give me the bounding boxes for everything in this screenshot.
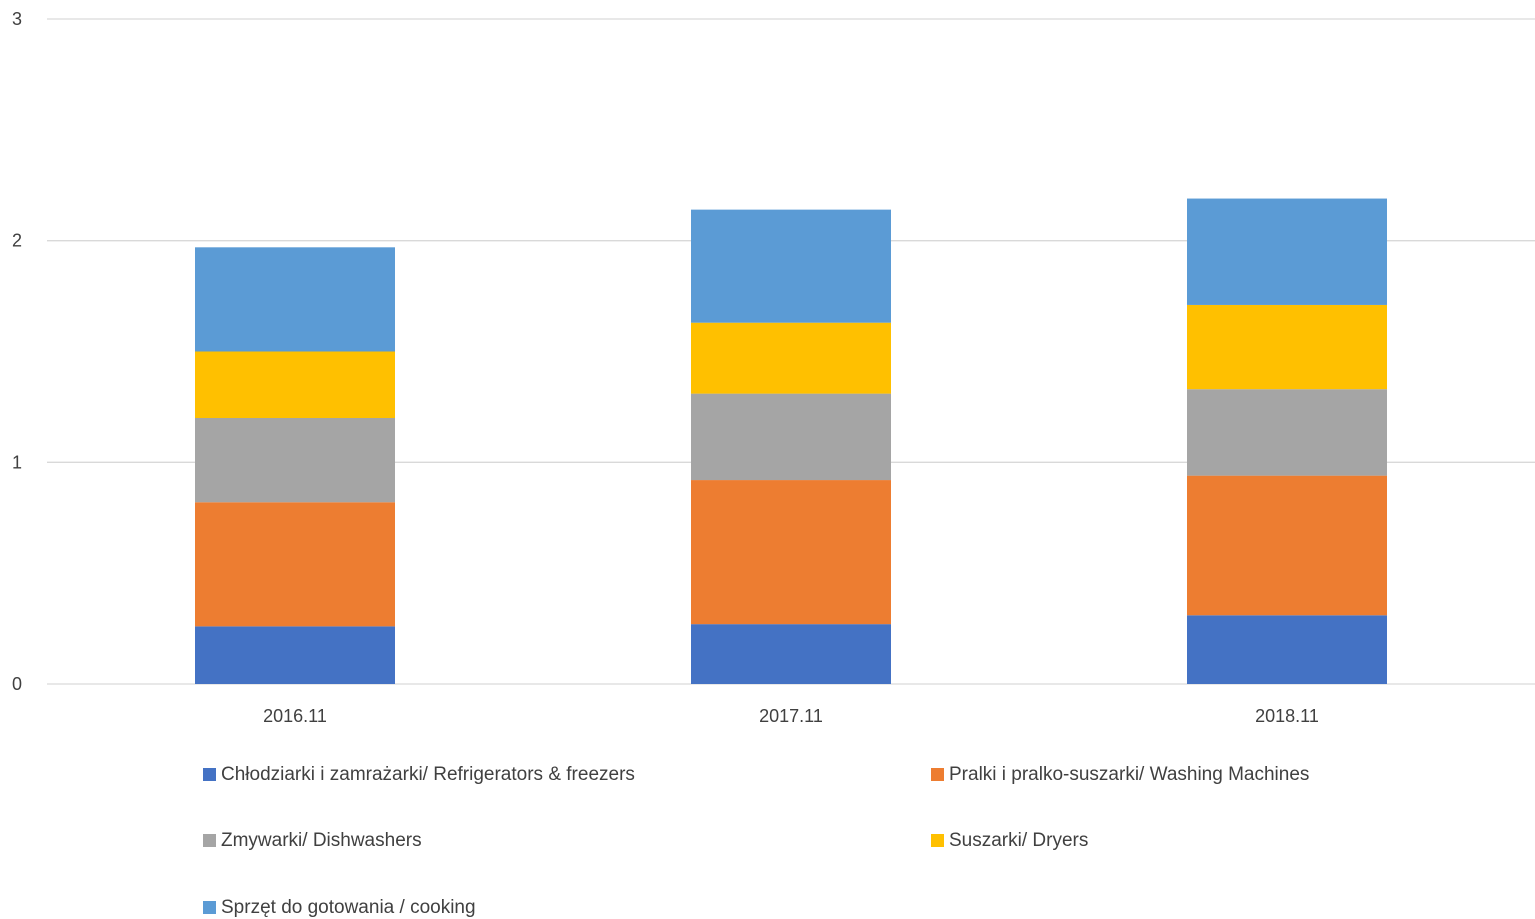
legend-label: Chłodziarki i zamrażarki/ Refrigerators …: [221, 764, 635, 785]
legend-item: Chłodziarki i zamrażarki/ Refrigerators …: [203, 764, 635, 785]
legend-label: Suszarki/ Dryers: [949, 830, 1088, 851]
legend-label: Pralki i pralko-suszarki/ Washing Machin…: [949, 764, 1309, 785]
x-axis: 2016.11 2017.11 2018.11: [263, 706, 1319, 726]
legend-label: Sprzęt do gotowania / cooking: [221, 897, 476, 918]
legend-swatch: [931, 834, 944, 847]
y-tick-label: 1: [12, 452, 22, 472]
legend: Chłodziarki i zamrażarki/ Refrigerators …: [203, 764, 1309, 918]
x-tick-label: 2017.11: [759, 706, 823, 726]
bar-segment-5-2017.11: [691, 209, 891, 323]
bar-segment-3-2016.11: [195, 418, 395, 503]
y-axis: 0 1 2 3: [12, 9, 22, 694]
bar-segment-4-2018.11: [1187, 304, 1387, 390]
legend-item: Zmywarki/ Dishwashers: [203, 830, 422, 851]
bar-segment-3-2017.11: [691, 393, 891, 481]
bar-segment-1-2018.11: [1187, 615, 1387, 684]
legend-item: Pralki i pralko-suszarki/ Washing Machin…: [931, 764, 1309, 785]
legend-swatch: [931, 768, 944, 781]
legend-item: Suszarki/ Dryers: [931, 830, 1088, 851]
bar-segment-2-2016.11: [195, 502, 395, 627]
y-tick-label: 3: [12, 9, 22, 29]
legend-swatch: [203, 768, 216, 781]
bar-segment-5-2018.11: [1187, 198, 1387, 305]
bar-segment-4-2017.11: [691, 322, 891, 394]
bar-segment-2-2017.11: [691, 480, 891, 625]
bar-segment-1-2017.11: [691, 624, 891, 684]
legend-item: Sprzęt do gotowania / cooking: [203, 897, 476, 918]
bar-segment-4-2016.11: [195, 351, 395, 418]
bar-segment-3-2018.11: [1187, 389, 1387, 476]
bars: [195, 198, 1387, 684]
legend-swatch: [203, 901, 216, 914]
bar-segment-1-2016.11: [195, 626, 395, 684]
legend-label: Zmywarki/ Dishwashers: [221, 830, 422, 851]
bar-segment-2-2018.11: [1187, 475, 1387, 616]
x-tick-label: 2018.11: [1255, 706, 1319, 726]
x-tick-label: 2016.11: [263, 706, 327, 726]
bar-segment-5-2016.11: [195, 247, 395, 352]
y-tick-label: 0: [12, 674, 22, 694]
y-tick-label: 2: [12, 231, 22, 251]
legend-swatch: [203, 834, 216, 847]
